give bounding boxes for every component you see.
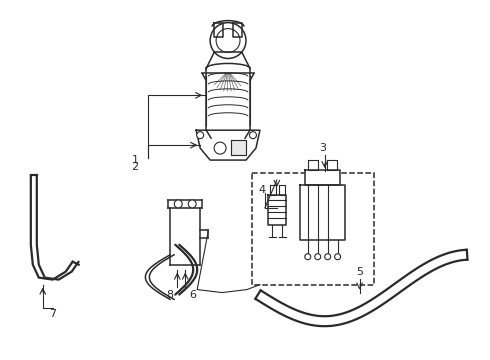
Text: 2: 2 <box>131 162 138 172</box>
Circle shape <box>196 132 204 139</box>
Text: 3: 3 <box>319 143 326 153</box>
Polygon shape <box>308 160 318 170</box>
Polygon shape <box>305 170 340 185</box>
Polygon shape <box>233 23 242 37</box>
Text: 6: 6 <box>189 289 196 300</box>
Text: 5: 5 <box>356 267 363 276</box>
Polygon shape <box>327 160 337 170</box>
Text: 8: 8 <box>166 289 173 300</box>
Circle shape <box>305 254 311 260</box>
Polygon shape <box>214 23 223 37</box>
Circle shape <box>188 200 196 208</box>
Circle shape <box>174 200 182 208</box>
Polygon shape <box>279 185 285 195</box>
Bar <box>252 173 373 285</box>
Circle shape <box>249 132 256 139</box>
Polygon shape <box>202 73 254 80</box>
Text: 1: 1 <box>131 155 138 165</box>
Polygon shape <box>168 200 202 208</box>
Circle shape <box>214 142 226 154</box>
Circle shape <box>335 254 341 260</box>
Text: 7: 7 <box>49 310 56 319</box>
Text: 4: 4 <box>258 185 266 195</box>
Polygon shape <box>231 140 246 155</box>
Polygon shape <box>206 53 250 68</box>
Polygon shape <box>300 185 344 240</box>
Polygon shape <box>196 130 260 160</box>
Circle shape <box>325 254 331 260</box>
Polygon shape <box>270 185 276 195</box>
Polygon shape <box>171 208 200 265</box>
Circle shape <box>315 254 321 260</box>
